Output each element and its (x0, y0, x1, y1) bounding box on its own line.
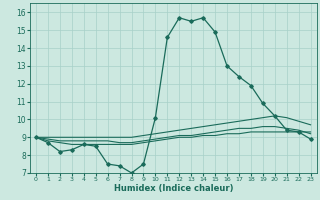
X-axis label: Humidex (Indice chaleur): Humidex (Indice chaleur) (114, 184, 233, 193)
